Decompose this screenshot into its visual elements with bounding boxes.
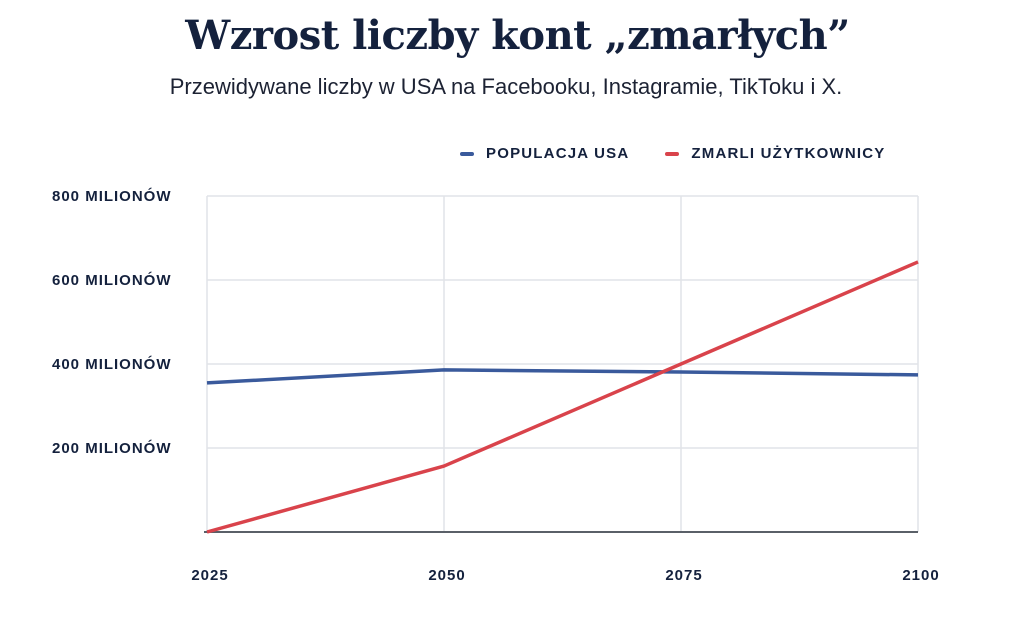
x-tick-label: 2100	[902, 567, 939, 584]
legend: POPULACJA USA ZMARLI UŻYTKOWNICY	[460, 145, 885, 162]
x-tick-label: 2075	[665, 567, 702, 584]
y-tick-label: 200 MILIONÓW	[52, 439, 172, 457]
legend-label: POPULACJA USA	[486, 145, 630, 162]
y-tick-label: 400 MILIONÓW	[52, 355, 172, 373]
x-tick-label: 2050	[428, 567, 465, 584]
chart-subtitle: Przewidywane liczby w USA na Facebooku, …	[169, 74, 843, 99]
series-line-1	[206, 260, 919, 534]
x-tick-label: 2025	[191, 567, 228, 584]
series-line-0	[206, 368, 919, 385]
chart-title: Wzrost liczby kont „zmarłych”	[185, 12, 850, 59]
legend-swatch	[665, 151, 680, 156]
legend-item-population: POPULACJA USA	[460, 145, 629, 162]
legend-item-dead-users: ZMARLI UŻYTKOWNICY	[665, 145, 885, 162]
legend-swatch	[460, 151, 474, 156]
legend-label: ZMARLI UŻYTKOWNICY	[691, 145, 886, 162]
y-tick-label: 800 MILIONÓW	[52, 187, 172, 205]
y-tick-label: 600 MILIONÓW	[52, 271, 172, 289]
